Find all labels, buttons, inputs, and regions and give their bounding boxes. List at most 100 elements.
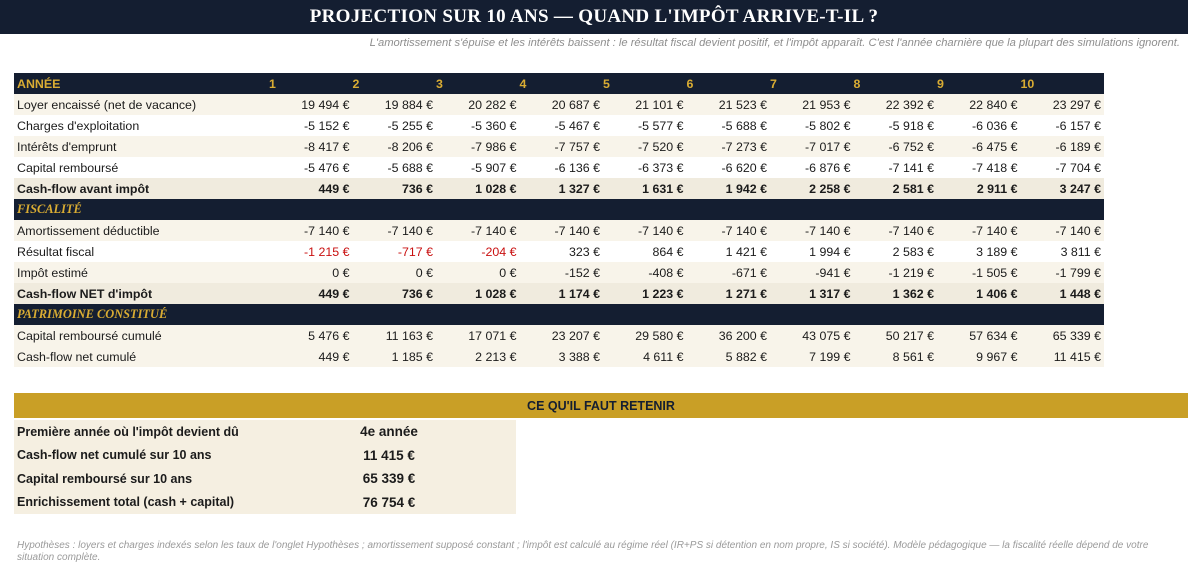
value-cell: -671 €	[686, 262, 770, 283]
year-header-cell: 5	[603, 73, 687, 94]
value-cell: 7 199 €	[770, 346, 854, 367]
value-cell: 1 223 €	[603, 283, 687, 304]
value-cell: 2 583 €	[853, 241, 937, 262]
year-header-cell: 6	[686, 73, 770, 94]
table-row-cash-flow-net-cumule: Cash-flow net cumulé 449 €1 185 €2 213 €3…	[14, 346, 1104, 367]
value-cell: 736 €	[352, 283, 436, 304]
projection-table: ANNÉE 1 2 3 4 5 6 7 8 9 10 Loyer encaissé (net de v…	[14, 73, 1104, 367]
value-cell: -1 215 €	[269, 241, 353, 262]
value-cell: -6 876 €	[770, 157, 854, 178]
value-cell: 449 €	[269, 283, 353, 304]
row-label: Charges d'exploitation	[14, 115, 269, 136]
table-row-resultat-fiscal: Résultat fiscal -1 215 € -717 € -204 €323 €…	[14, 241, 1104, 262]
year-header-cell: 3	[436, 73, 520, 94]
value-cell: 1 362 €	[853, 283, 937, 304]
row-label: Intérêts d'emprunt	[14, 136, 269, 157]
row-label: Résultat fiscal	[14, 241, 269, 262]
section-title: FISCALITÉ	[14, 199, 1104, 220]
value-cell: 19 884 €	[352, 94, 436, 115]
value-cell: -7 140 €	[770, 220, 854, 241]
value-cell: 2 213 €	[436, 346, 520, 367]
value-cell: 1 942 €	[686, 178, 770, 199]
value-cell: -6 620 €	[686, 157, 770, 178]
value-cell: 23 297 €	[1020, 94, 1104, 115]
section-header-patrimoine-constitue: PATRIMOINE CONSTITUÉ	[14, 304, 1104, 325]
value-cell: 9 967 €	[937, 346, 1021, 367]
year-header-row: ANNÉE 1 2 3 4 5 6 7 8 9 10	[14, 73, 1104, 94]
value-cell: 736 €	[352, 178, 436, 199]
year-header-cell: 7	[770, 73, 854, 94]
value-cell: 57 634 €	[937, 325, 1021, 346]
table-row-capital-rembourse-cumule: Capital remboursé cumulé 5 476 €11 163 €1…	[14, 325, 1104, 346]
value-cell: -1 505 €	[937, 262, 1021, 283]
value-cell: -7 140 €	[269, 220, 353, 241]
value-cell: -7 141 €	[853, 157, 937, 178]
value-cell: 19 494 €	[269, 94, 353, 115]
value-cell: 21 101 €	[603, 94, 687, 115]
value-cell: 29 580 €	[603, 325, 687, 346]
value-cell: 3 189 €	[937, 241, 1021, 262]
value-cell: -5 688 €	[686, 115, 770, 136]
retenir-row: Enrichissement total (cash + capital) 76 …	[14, 491, 516, 515]
year-header-label: ANNÉE	[14, 73, 269, 94]
value-cell: 8 561 €	[853, 346, 937, 367]
value-cell: -5 467 €	[519, 115, 603, 136]
value-cell: -717 €	[352, 241, 436, 262]
value-cell: 2 911 €	[937, 178, 1021, 199]
retenir-row: Capital remboursé sur 10 ans 65 339 €	[14, 467, 516, 491]
page-subtitle: L'amortissement s'épuise et les intérêts…	[369, 37, 1180, 49]
value-cell: 1 028 €	[436, 178, 520, 199]
retenir-value: 76 754 €	[362, 494, 416, 510]
section-title: PATRIMOINE CONSTITUÉ	[14, 304, 1104, 325]
value-cell: 1 448 €	[1020, 283, 1104, 304]
retenir-label: Capital remboursé sur 10 ans	[17, 471, 193, 486]
retenir-label: Cash-flow net cumulé sur 10 ans	[17, 448, 212, 463]
value-cell: -6 475 €	[937, 136, 1021, 157]
value-cell: -5 907 €	[436, 157, 520, 178]
value-cell: 65 339 €	[1020, 325, 1104, 346]
value-cell: -7 520 €	[603, 136, 687, 157]
retenir-table-body: Première année où l'impôt devient dû 4e a…	[14, 420, 516, 514]
value-cell: -8 206 €	[352, 136, 436, 157]
row-label: Impôt estimé	[14, 262, 269, 283]
year-header-cell: 4	[519, 73, 603, 94]
table-row-impot-estime: Impôt estimé 0 €0 €0 € -152 € -408 € -671 € -…	[14, 262, 1104, 283]
year-header-cell: 9	[937, 73, 1021, 94]
retenir-label: Enrichissement total (cash + capital)	[17, 495, 235, 510]
projection-table-body: ANNÉE 1 2 3 4 5 6 7 8 9 10 Loyer encaissé (net de v…	[14, 73, 1104, 367]
value-cell: -5 918 €	[853, 115, 937, 136]
value-cell: 1 317 €	[770, 283, 854, 304]
value-cell: -7 986 €	[436, 136, 520, 157]
value-cell: -408 €	[603, 262, 687, 283]
row-label: Capital remboursé	[14, 157, 269, 178]
value-cell: 3 247 €	[1020, 178, 1104, 199]
value-cell: 17 071 €	[436, 325, 520, 346]
value-cell: 11 415 €	[1020, 346, 1104, 367]
row-label: Amortissement déductible	[14, 220, 269, 241]
value-cell: 1 994 €	[770, 241, 854, 262]
section-header-fiscalite: FISCALITÉ	[14, 199, 1104, 220]
table-row-loyer-encaisse-net-de-vacance: Loyer encaissé (net de vacance) 19 494 €1…	[14, 94, 1104, 115]
page-title: PROJECTION SUR 10 ANS — QUAND L'IMPÔT AR…	[0, 0, 1188, 34]
value-cell: 0 €	[269, 262, 353, 283]
value-cell: 22 840 €	[937, 94, 1021, 115]
value-cell: -7 140 €	[937, 220, 1021, 241]
value-cell: -152 €	[519, 262, 603, 283]
value-cell: 11 163 €	[352, 325, 436, 346]
year-header-cell: 1	[269, 73, 353, 94]
value-cell: 2 581 €	[853, 178, 937, 199]
value-cell: -204 €	[436, 241, 520, 262]
value-cell: -6 752 €	[853, 136, 937, 157]
value-cell: -6 189 €	[1020, 136, 1104, 157]
table-row-cash-flow-avant-impot: Cash-flow avant impôt 449 €736 €1 028 € 1 …	[14, 178, 1104, 199]
value-cell: 1 406 €	[937, 283, 1021, 304]
row-label: Cash-flow net cumulé	[14, 346, 269, 367]
value-cell: 4 611 €	[603, 346, 687, 367]
value-cell: 3 811 €	[1020, 241, 1104, 262]
value-cell: 5 882 €	[686, 346, 770, 367]
retenir-heading: CE QU'IL FAUT RETENIR	[14, 393, 1188, 418]
value-cell: 5 476 €	[269, 325, 353, 346]
value-cell: -6 157 €	[1020, 115, 1104, 136]
row-label: Cash-flow avant impôt	[14, 178, 269, 199]
value-cell: 449 €	[269, 178, 353, 199]
